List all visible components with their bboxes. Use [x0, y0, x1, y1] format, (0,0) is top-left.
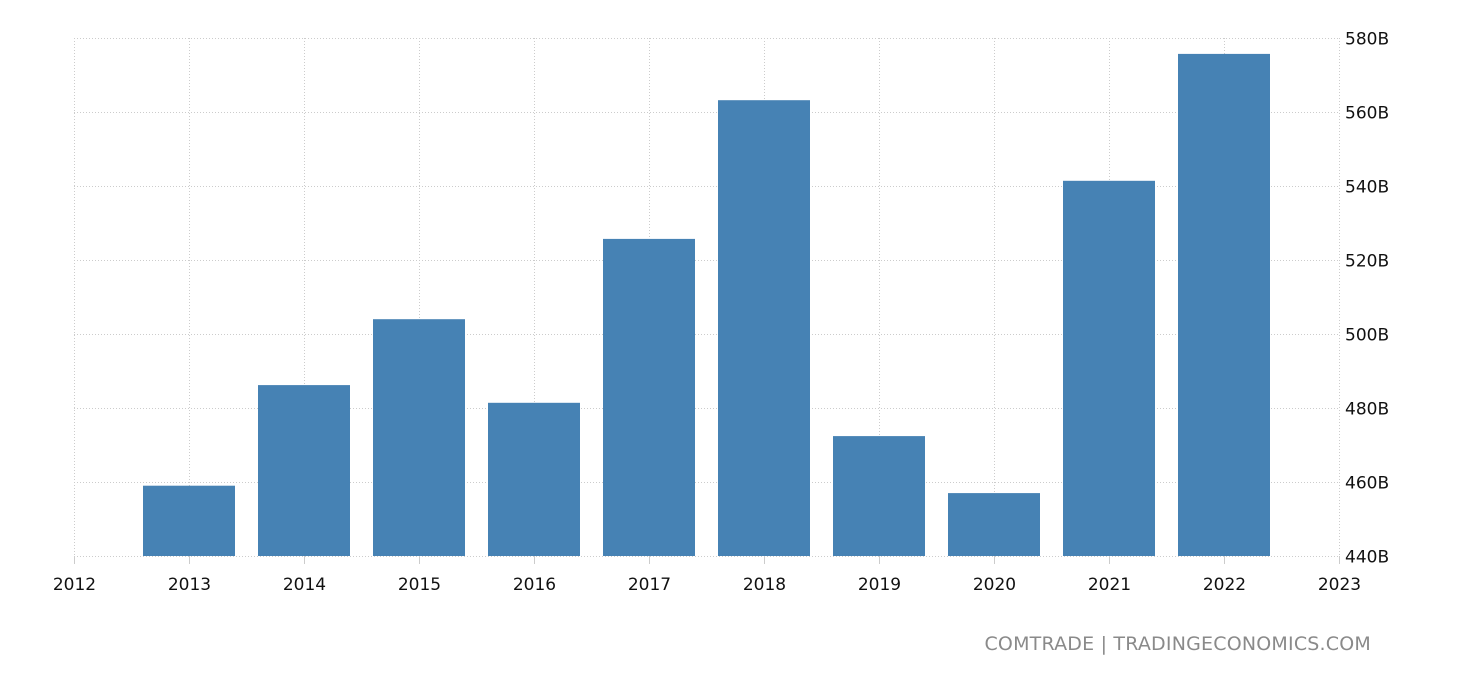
bar-2020 [948, 493, 1040, 556]
y-tick-label: 520B [1345, 252, 1389, 272]
x-tick-label: 2017 [628, 575, 671, 595]
x-tick-label: 2019 [858, 575, 901, 595]
x-tick-label: 2020 [973, 575, 1016, 595]
bar-2022 [1178, 53, 1270, 557]
y-tick-label: 560B [1345, 104, 1389, 124]
y-tick-label: 500B [1345, 326, 1389, 346]
bar-2016 [488, 402, 580, 556]
source-attribution: COMTRADE | TRADINGECONOMICS.COM [984, 633, 1371, 655]
x-tick-label: 2014 [283, 575, 326, 595]
y-tick-label: 540B [1345, 178, 1389, 198]
x-tick-label: 2021 [1088, 575, 1131, 595]
bar-2013 [143, 485, 235, 556]
x-tick-label: 2015 [398, 575, 441, 595]
x-tick-label: 2018 [743, 575, 786, 595]
bar-2019 [833, 436, 925, 556]
bar-2017 [603, 238, 695, 556]
x-tick-label: 2022 [1203, 575, 1246, 595]
y-tick-label: 460B [1345, 474, 1389, 494]
y-axis: 440B 460B 480B 500B 520B 540B 560B 580B [1345, 30, 1389, 568]
y-tick-label: 480B [1345, 400, 1389, 420]
x-tick-label: 2016 [513, 575, 556, 595]
x-tick-label: 2012 [53, 575, 96, 595]
bar-2015 [373, 319, 465, 556]
bar-2014 [258, 385, 350, 556]
x-tick-label: 2013 [168, 575, 211, 595]
bar-2021 [1063, 180, 1155, 557]
y-tick-label: 580B [1345, 30, 1389, 50]
y-tick-label: 440B [1345, 548, 1389, 568]
bar-2018 [718, 100, 810, 556]
bars [143, 53, 1270, 557]
x-tick-label: 2023 [1318, 575, 1361, 595]
x-axis: 2012 2013 2014 2015 2016 2017 2018 2019 2020 2021… [53, 556, 1361, 595]
